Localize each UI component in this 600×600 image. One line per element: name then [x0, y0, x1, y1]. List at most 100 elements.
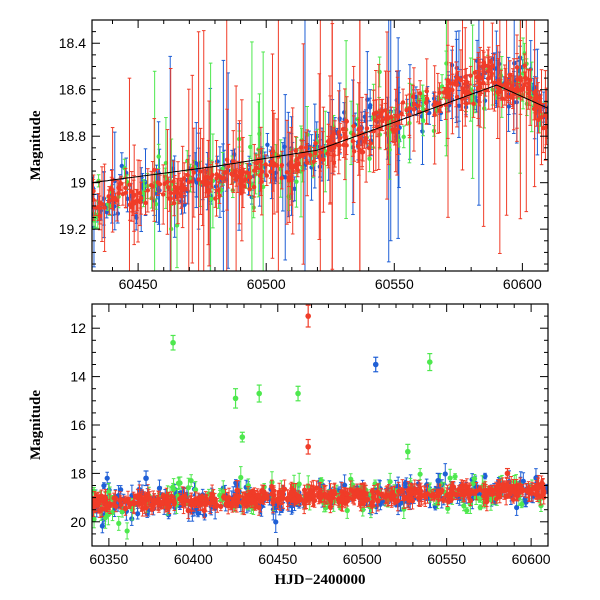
data-point	[464, 79, 469, 84]
data-point	[383, 108, 388, 113]
data-point	[541, 125, 546, 131]
data-point	[500, 96, 505, 101]
data-point	[344, 119, 350, 124]
data-point	[161, 192, 166, 197]
top-light-curve-panel: 60450 60500 60550 60600 18.4 18.6 18.8 19 19.2 Ma…	[28, 19, 549, 292]
x-tick-label: 60550	[375, 276, 414, 292]
data-point	[308, 153, 313, 158]
data-point	[279, 175, 284, 181]
bottom-light-curve-panel: 60350 60400 60450 60500 60550 606001214161820…	[28, 303, 551, 588]
data-point	[248, 144, 253, 150]
data-point	[367, 103, 373, 108]
y-tick-label: 18.4	[59, 35, 86, 51]
y-tick-label: 18.8	[59, 128, 86, 144]
y-tick-label: 18.6	[59, 82, 86, 98]
data-point	[432, 112, 437, 118]
data-point	[391, 129, 396, 134]
data-point	[526, 80, 531, 86]
data-point	[287, 175, 292, 180]
data-point	[290, 168, 295, 174]
data-point	[441, 90, 447, 95]
data-point	[118, 487, 124, 493]
data-point	[273, 519, 279, 525]
data-point	[351, 149, 357, 154]
data-point	[447, 475, 453, 481]
y-tick-label: 19	[70, 175, 86, 191]
data-point	[464, 507, 470, 514]
top-plot-area	[92, 20, 548, 271]
data-point	[124, 170, 129, 176]
data-point	[127, 202, 133, 208]
data-point	[477, 504, 483, 510]
y-tick-label: 19.2	[59, 221, 86, 237]
data-point	[189, 179, 195, 184]
data-point	[191, 170, 196, 175]
data-point	[442, 471, 448, 477]
data-point	[195, 510, 201, 517]
data-point	[174, 223, 180, 228]
data-point	[424, 99, 429, 105]
data-point	[269, 483, 275, 490]
data-point	[336, 130, 341, 135]
top-series-red	[92, 20, 548, 271]
data-point	[170, 486, 177, 493]
data-point	[337, 116, 342, 121]
data-point	[202, 175, 207, 180]
data-point	[351, 132, 356, 137]
data-point	[251, 184, 257, 190]
data-point	[294, 179, 299, 184]
data-point	[434, 501, 441, 507]
data-point	[206, 190, 211, 195]
data-point	[97, 213, 102, 219]
data-point	[101, 483, 107, 489]
data-point	[452, 473, 458, 480]
data-point	[104, 475, 110, 481]
data-point	[162, 174, 168, 179]
data-point	[279, 162, 285, 168]
model-curve	[92, 84, 548, 184]
data-point	[182, 202, 187, 208]
data-point	[188, 478, 194, 484]
data-point	[534, 94, 539, 100]
data-point	[196, 177, 201, 182]
data-point	[232, 169, 238, 174]
data-point	[420, 93, 425, 99]
data-point	[129, 516, 135, 522]
data-point	[263, 162, 268, 167]
data-point	[134, 198, 140, 203]
data-point	[453, 82, 459, 87]
data-point	[106, 198, 112, 203]
data-point	[186, 179, 191, 185]
data-point	[376, 114, 381, 120]
data-point	[283, 175, 288, 180]
data-point	[480, 64, 486, 69]
top-y-axis-label: Magnitude	[28, 110, 44, 180]
data-point	[182, 186, 188, 191]
data-point	[99, 523, 105, 529]
data-point	[424, 88, 429, 94]
data-point	[145, 188, 151, 193]
data-point	[478, 85, 483, 90]
data-point	[363, 136, 369, 141]
data-point	[293, 148, 298, 153]
data-point	[243, 177, 248, 182]
data-point	[137, 190, 143, 196]
data-point	[342, 482, 348, 488]
x-tick-label: 60600	[503, 276, 542, 292]
data-point	[514, 65, 520, 70]
data-point	[109, 187, 114, 192]
data-point	[481, 106, 487, 111]
data-point	[509, 83, 515, 89]
data-point	[401, 134, 406, 140]
data-point	[92, 197, 96, 203]
data-point	[264, 173, 269, 178]
data-point	[143, 200, 148, 206]
data-point	[198, 169, 203, 174]
data-point	[270, 148, 276, 154]
data-point	[247, 187, 252, 192]
data-point	[420, 118, 426, 123]
data-point	[447, 93, 452, 99]
data-point	[415, 103, 420, 109]
data-point	[496, 80, 501, 85]
